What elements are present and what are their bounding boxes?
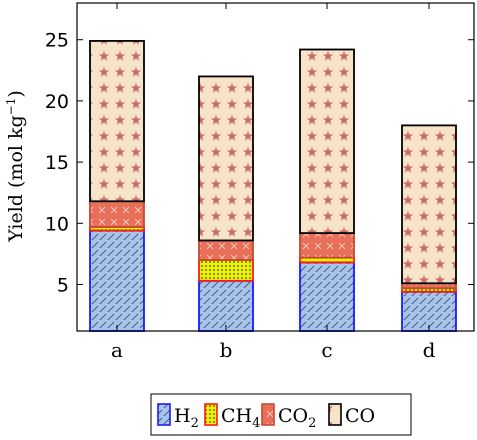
legend: H2 CH4 CO2 CO <box>150 393 412 436</box>
legend-label-1: CH4 <box>221 405 260 431</box>
y-tick-label-5: 5 <box>57 274 69 296</box>
bar-segment-b-series-0 <box>198 279 254 332</box>
x-tick-label-c: c <box>321 338 332 362</box>
bar-segment-d-series-0 <box>401 290 457 332</box>
x-tick-label-a: a <box>111 338 123 362</box>
legend-label-3: CO <box>345 405 375 427</box>
x-tick-label-b: b <box>220 338 233 362</box>
y-axis-label: Yield (mol kg−1) <box>4 90 27 243</box>
legend-item-3: CO <box>328 403 375 427</box>
plot-area <box>89 40 457 332</box>
legend-swatch-3 <box>328 403 342 426</box>
bar-segment-a-series-3 <box>89 40 145 203</box>
legend-label-2: CO2 <box>278 405 316 431</box>
bar-segment-c-series-0 <box>299 261 355 332</box>
legend-swatch-0 <box>157 403 171 426</box>
legend-label-0: H2 <box>174 405 199 431</box>
bar-segment-b-series-1 <box>198 259 254 282</box>
legend-item-1: CH4 <box>204 403 260 431</box>
bar-segment-c-series-2 <box>299 232 355 259</box>
bar-segment-c-series-3 <box>299 48 355 234</box>
x-tick-label-d: d <box>423 338 436 362</box>
bar-segment-b-series-3 <box>198 75 254 242</box>
bar-segment-a-series-0 <box>89 229 145 332</box>
legend-swatch-2 <box>261 403 275 426</box>
y-tick-label-25: 25 <box>45 30 69 52</box>
axes-frame <box>76 2 475 332</box>
y-tick-label-10: 10 <box>45 213 69 235</box>
bar-segment-b-series-2 <box>198 239 254 261</box>
legend-box <box>150 393 412 436</box>
bar-segment-a-series-2 <box>89 200 145 228</box>
legend-item-2: CO2 <box>261 403 316 431</box>
y-tick-label-20: 20 <box>45 91 69 113</box>
legend-swatch-1 <box>204 403 218 426</box>
legend-item-0: H2 <box>157 403 199 431</box>
y-axis-label-sup: −1 <box>4 98 18 116</box>
bar-segment-d-series-3 <box>401 124 457 285</box>
y-tick-label-15: 15 <box>45 152 69 174</box>
axes: 5 10 15 20 25 a b c d <box>45 2 475 362</box>
y-axis-label-close: ) <box>5 90 27 97</box>
y-axis-label-main: Yield (mol kg <box>5 115 27 242</box>
